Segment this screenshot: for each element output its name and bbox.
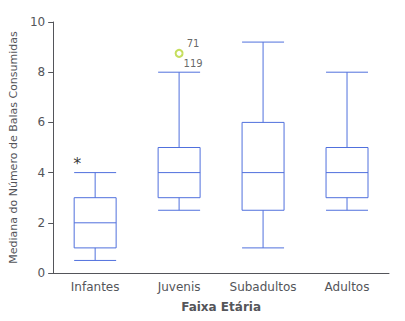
svg-text:Faixa Etária: Faixa Etária: [181, 300, 261, 314]
svg-text:Mediana do Número de Balas Con: Mediana do Número de Balas Consumidas: [7, 31, 20, 264]
svg-text:71: 71: [187, 38, 200, 49]
svg-text:Juvenis: Juvenis: [157, 280, 201, 294]
svg-text:119: 119: [184, 58, 203, 69]
svg-text:Adultos: Adultos: [325, 280, 370, 294]
svg-text:2: 2: [38, 216, 46, 230]
svg-text:8: 8: [38, 65, 46, 79]
svg-text:10: 10: [30, 15, 45, 29]
svg-text:*: *: [73, 154, 81, 173]
svg-text:Infantes: Infantes: [71, 280, 120, 294]
svg-text:Subadultos: Subadultos: [230, 280, 297, 294]
svg-text:6: 6: [38, 115, 46, 129]
svg-text:4: 4: [38, 166, 46, 180]
svg-text:0: 0: [38, 266, 46, 280]
